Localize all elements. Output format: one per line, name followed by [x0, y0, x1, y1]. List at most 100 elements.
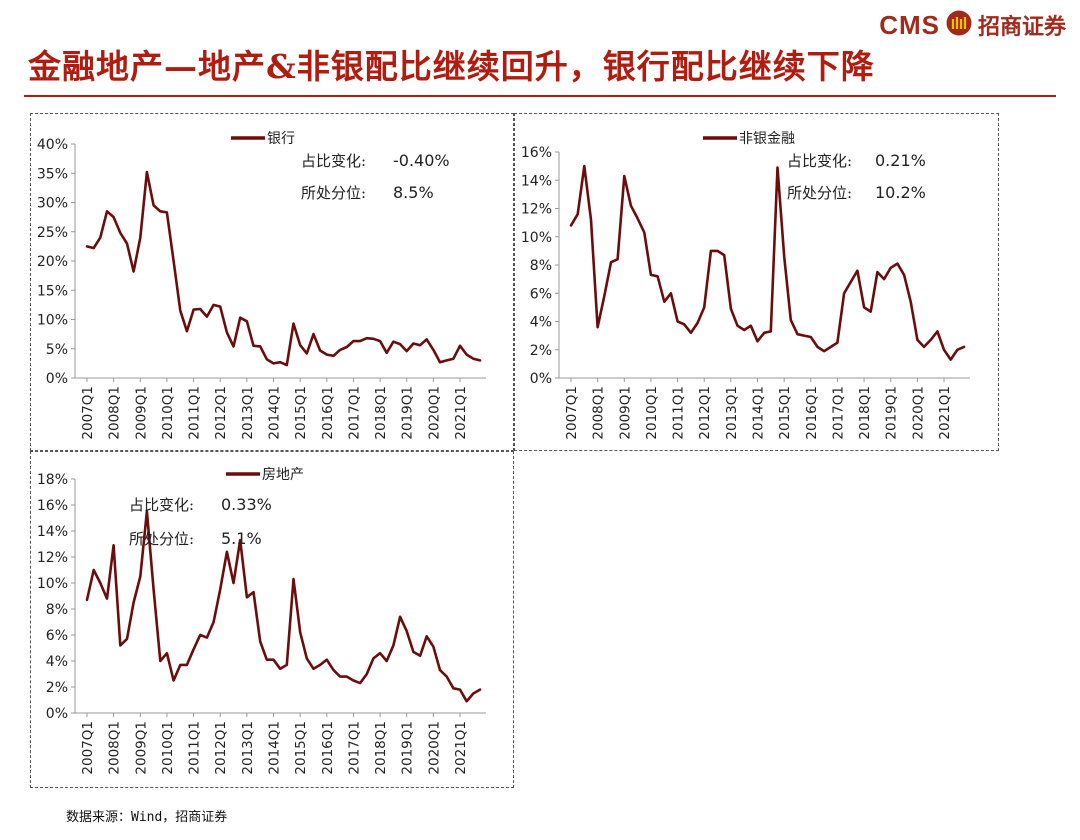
series-line-nonbank: [569, 164, 966, 361]
x-tick-label: 2010Q1: [160, 721, 176, 775]
y-tick-label: 0%: [46, 371, 68, 387]
y-tick-label: 15%: [37, 283, 68, 299]
annotation-change-value: 0.33%: [221, 495, 272, 514]
panel-realestate: 0% 2% 4% 6% 8% 10% 12% 14% 16% 18% 2007Q1 2008Q1 200…: [30, 451, 514, 788]
panel-bank: 0% 5% 10% 15% 20% 25% 30% 35% 40% 2007Q1 2008Q1 200…: [30, 113, 514, 451]
y-tick-label: 4%: [46, 654, 68, 670]
x-tick-label: 2012Q1: [697, 386, 713, 440]
y-tick-label: 4%: [530, 315, 552, 331]
x-tick-label: 2018Q1: [373, 721, 389, 775]
x-tick-label: 2012Q1: [213, 386, 229, 440]
x-tick-label: 2016Q1: [320, 386, 336, 440]
chart-realestate: 0% 2% 4% 6% 8% 10% 12% 14% 16% 18% 2007Q1 2008Q1 200…: [37, 467, 486, 775]
x-tick-label: 2013Q1: [240, 721, 256, 775]
x-tick-label: 2017Q1: [346, 721, 362, 775]
x-tick-label: 2009Q1: [133, 721, 149, 775]
brand-logo-icon: [946, 10, 972, 40]
x-tick-label: 2019Q1: [400, 386, 416, 440]
x-tick-label: 2020Q1: [910, 386, 926, 440]
x-tick-label: 2009Q1: [133, 386, 149, 440]
annotation-change-value: -0.40%: [393, 151, 450, 170]
y-tick-label: 40%: [37, 137, 68, 153]
chart-nonbank: 0% 2% 4% 6% 8% 10% 12% 14% 16% 2007Q1 2008Q1 2009Q1…: [521, 131, 970, 440]
y-tick-label: 8%: [46, 602, 68, 618]
x-tick-label: 2017Q1: [830, 386, 846, 440]
y-tick-label: 2%: [530, 343, 552, 359]
brand-name-text: 招商证券: [977, 14, 1066, 40]
x-tick-label: 2021Q1: [453, 721, 469, 775]
x-tick-label: 2018Q1: [373, 386, 389, 440]
legend-label: 房地产: [262, 467, 304, 483]
x-tick-label: 2017Q1: [346, 386, 362, 440]
x-tick-label: 2019Q1: [400, 721, 416, 775]
legend-label: 银行: [267, 131, 295, 147]
y-tick-label: 12%: [37, 550, 68, 566]
x-tick-label: 2014Q1: [751, 386, 767, 440]
annotation-change-label: 占比变化:: [301, 152, 366, 170]
annotation-percentile-label: 所处分位:: [301, 184, 366, 202]
legend-label: 非银金融: [739, 131, 795, 147]
annotation-percentile-value: 10.2%: [875, 183, 926, 202]
x-tick-label: 2020Q1: [426, 721, 442, 775]
y-tick-label: 5%: [46, 342, 68, 358]
y-tick-label: 16%: [37, 498, 68, 514]
x-tick-label: 2018Q1: [857, 386, 873, 440]
x-tick-label: 2021Q1: [453, 386, 469, 440]
x-tick-label: 2015Q1: [293, 386, 309, 440]
annotation-change-label: 占比变化:: [129, 496, 194, 514]
y-tick-label: 8%: [530, 258, 552, 274]
y-tick-label: 2%: [46, 680, 68, 696]
y-tick-label: 10%: [37, 313, 68, 329]
y-tick-label: 0%: [46, 706, 68, 722]
x-tick-label: 2011Q1: [187, 386, 203, 440]
x-tick-label: 2011Q1: [671, 386, 687, 440]
x-tick-label: 2016Q1: [804, 386, 820, 440]
annotation-percentile-value: 8.5%: [393, 183, 434, 202]
y-tick-label: 14%: [37, 524, 68, 540]
annotation-change-label: 占比变化:: [787, 152, 852, 170]
x-tick-label: 2008Q1: [107, 721, 123, 775]
y-tick-label: 18%: [37, 472, 68, 488]
y-tick-label: 14%: [521, 173, 552, 189]
series-line-bank: [85, 170, 482, 367]
x-tick-label: 2015Q1: [293, 721, 309, 775]
x-tick-label: 2007Q1: [80, 721, 96, 775]
y-tick-label: 16%: [521, 145, 552, 161]
annotation-percentile-value: 5.1%: [221, 529, 262, 548]
x-tick-label: 2021Q1: [937, 386, 953, 440]
y-tick-label: 25%: [37, 225, 68, 241]
brand-cms-text: CMS: [879, 9, 940, 40]
y-tick-label: 10%: [521, 230, 552, 246]
x-tick-label: 2012Q1: [213, 721, 229, 775]
x-tick-label: 2013Q1: [724, 386, 740, 440]
y-tick-label: 0%: [530, 371, 552, 387]
x-tick-label: 2010Q1: [644, 386, 660, 440]
page-title: 金融地产—地产&非银配比继续回升，银行配比继续下降: [28, 47, 875, 86]
chart-bank: 0% 5% 10% 15% 20% 25% 30% 35% 40% 2007Q1 2008Q1 200…: [37, 131, 486, 440]
y-tick-label: 6%: [46, 628, 68, 644]
series-line-realestate: [85, 510, 482, 703]
x-tick-label: 2015Q1: [777, 386, 793, 440]
x-tick-label: 2019Q1: [884, 386, 900, 440]
annotation-percentile-label: 所处分位:: [129, 530, 194, 548]
panel-nonbank: 0% 2% 4% 6% 8% 10% 12% 14% 16% 2007Q1 2008Q1 2009Q1…: [514, 113, 999, 451]
x-tick-label: 2009Q1: [617, 386, 633, 440]
y-tick-label: 10%: [37, 576, 68, 592]
y-tick-label: 35%: [37, 166, 68, 182]
x-tick-label: 2007Q1: [80, 386, 96, 440]
x-tick-label: 2020Q1: [426, 386, 442, 440]
x-tick-label: 2011Q1: [187, 721, 203, 775]
x-tick-label: 2016Q1: [320, 721, 336, 775]
data-source-note: 数据来源：Wind，招商证券: [66, 810, 228, 825]
y-tick-label: 12%: [521, 202, 552, 218]
annotation-change-value: 0.21%: [875, 151, 926, 170]
y-tick-label: 6%: [530, 286, 552, 302]
y-tick-label: 20%: [37, 254, 68, 270]
x-tick-label: 2014Q1: [267, 721, 283, 775]
annotation-percentile-label: 所处分位:: [787, 184, 852, 202]
x-tick-label: 2008Q1: [107, 386, 123, 440]
title-divider: [24, 95, 1056, 97]
x-tick-label: 2013Q1: [240, 386, 256, 440]
x-tick-label: 2014Q1: [267, 386, 283, 440]
brand: CMS 招商证券: [879, 8, 1066, 42]
